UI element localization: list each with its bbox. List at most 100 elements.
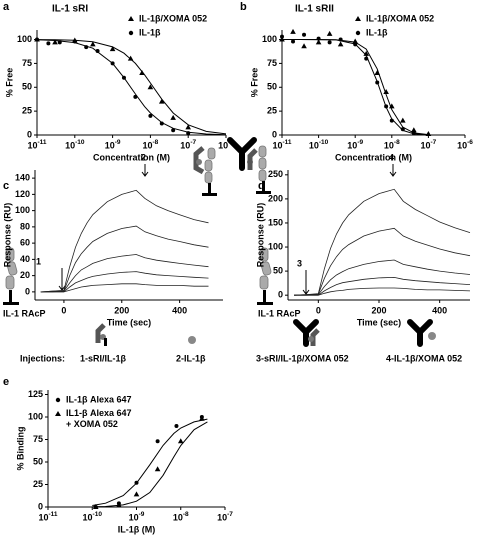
point (280, 34, 284, 39)
x-tick-label: 10-10 (83, 511, 103, 523)
y-tick-label: 0 (272, 129, 277, 139)
point (171, 128, 176, 133)
legend-label: IL-1β/XOMA 052 (139, 13, 207, 23)
x-tick-label: 10-7 (217, 511, 233, 523)
x-axis-label: Time (sec) (357, 317, 401, 327)
point (35, 37, 39, 42)
y-tick-label: 100 (15, 205, 30, 215)
y-tick-label: 200 (268, 193, 283, 203)
y-tick-label: 100 (268, 241, 283, 251)
x-tick-label: 10-11 (38, 511, 57, 523)
point (327, 40, 332, 45)
legend-marker (55, 411, 61, 416)
x-tick-label: 10-9 (129, 511, 145, 523)
point (383, 89, 389, 95)
point (155, 439, 160, 444)
panel-letter: c (3, 180, 9, 192)
x-tick-label: 10-7 (421, 139, 437, 151)
legend-label: IL-1β (139, 27, 161, 37)
legend-marker (128, 16, 134, 21)
point (170, 114, 176, 120)
legend-label: IL-1β/XOMA 052 (366, 13, 434, 23)
point (177, 438, 184, 444)
curve (294, 276, 471, 296)
panel-letter: b (240, 1, 247, 13)
x-axis-label: Concentration (M) (93, 152, 170, 162)
annotation-arrowhead (141, 171, 149, 177)
y-tick-label: 40 (20, 254, 30, 264)
point (400, 117, 406, 123)
point (363, 50, 370, 56)
y-tick-label: 140 (15, 173, 30, 183)
legend-marker (55, 397, 61, 403)
injection-label: 4-IL-1β/XOMA 052 (386, 353, 462, 363)
x-axis-label: Time (sec) (107, 317, 151, 327)
y-tick-label: 0 (38, 501, 43, 511)
x-tick-label: 0 (61, 305, 66, 315)
y-tick-label: 50 (33, 456, 43, 466)
x-tick-label: 10-10 (65, 139, 85, 151)
curve (294, 227, 471, 296)
curve (40, 254, 209, 293)
legend-label: IL-1β Alexa 647 (66, 394, 132, 404)
annotation: 1 (36, 256, 41, 266)
legend-label: IL-1β (366, 27, 388, 37)
curve (40, 189, 209, 293)
x-tick-label: 10-6 (457, 139, 473, 151)
annotation-arrowhead (58, 285, 66, 291)
point (52, 39, 58, 45)
point (302, 32, 307, 37)
y-axis-label: % Binding (15, 427, 25, 471)
complex-icon (193, 146, 217, 196)
panel-title: IL-1 sRII (295, 4, 334, 15)
annotation-arrowhead (302, 289, 310, 295)
y-tick-label: 0 (27, 129, 32, 139)
curve (294, 287, 471, 296)
point (109, 46, 116, 52)
y-axis-label: Response (RU) (2, 203, 12, 268)
point (148, 113, 153, 118)
y-tick-label: 25 (33, 479, 43, 489)
x-axis-label: IL-1β (M) (118, 524, 156, 534)
injection-label: 3-sRI/IL-1β/XOMA 052 (256, 353, 349, 363)
injection-label: 1-sRI/IL-1β (80, 353, 127, 363)
x-tick-label: 10-8 (143, 139, 159, 151)
point (425, 131, 432, 137)
curve (92, 418, 208, 506)
point (133, 491, 140, 497)
receptor-label: IL-1 RAcP (258, 308, 301, 318)
point (174, 424, 179, 428)
annotation-arrowhead (389, 171, 397, 177)
legend-marker (355, 16, 361, 21)
curve (294, 188, 471, 296)
curve (36, 39, 227, 135)
point (315, 39, 322, 45)
point (158, 98, 165, 104)
y-tick-label: 100 (262, 34, 277, 44)
panel-letter: a (3, 1, 10, 13)
curve (282, 39, 429, 136)
x-tick-label: 10-11 (27, 139, 46, 151)
x-tick-label: 10-8 (384, 139, 400, 151)
receptor-icon (3, 247, 19, 305)
y-tick-label: 50 (267, 82, 277, 92)
y-tick-label: 100 (28, 411, 43, 421)
injections-title: Injections: (20, 353, 65, 363)
x-tick-label: 10-7 (180, 139, 196, 151)
x-axis-label: Concentration (M) (335, 152, 412, 162)
y-tick-label: 120 (15, 189, 30, 199)
x-tick-label: 200 (371, 305, 386, 315)
point (301, 43, 307, 49)
x-tick-label: 200 (114, 305, 129, 315)
y-axis-label: Response (RU) (255, 203, 265, 268)
x-tick-label: 10-8 (173, 511, 189, 523)
point (411, 127, 417, 133)
x-tick-label: 10-11 (272, 139, 291, 151)
y-tick-label: 50 (273, 265, 283, 275)
x-tick-label: 400 (432, 305, 447, 315)
y-tick-label: 0 (25, 286, 30, 296)
legend-label: IL1-β Alexa 647 + XOMA 052 (66, 408, 134, 429)
point (147, 84, 154, 90)
y-axis-label: % Free (249, 68, 259, 98)
